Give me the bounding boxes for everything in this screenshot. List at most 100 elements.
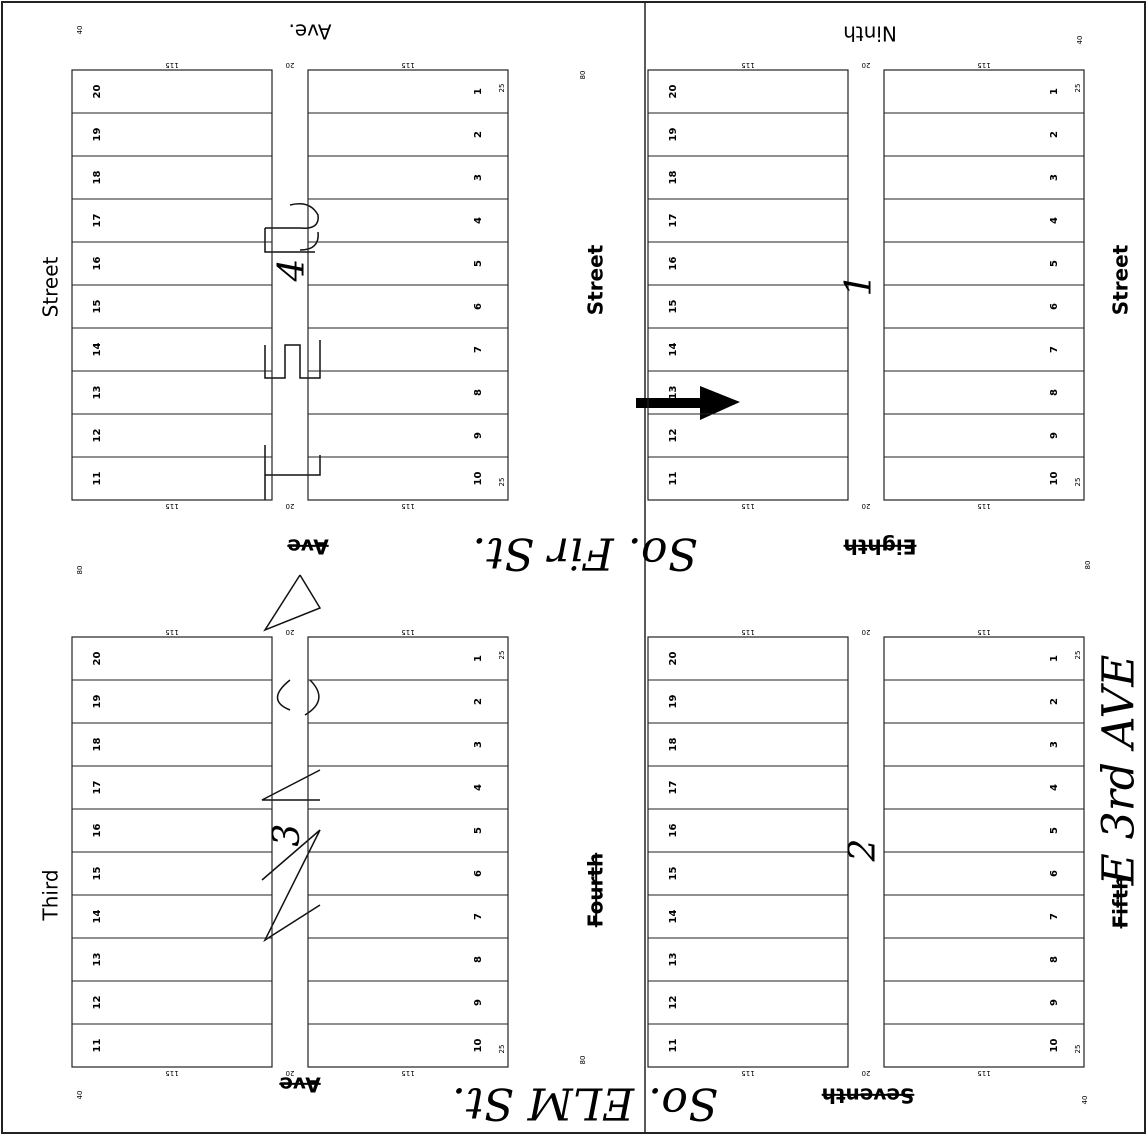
block-number: 3 (267, 824, 308, 847)
lot-number: 1 (473, 88, 484, 95)
dimension: 115 (977, 1069, 990, 1077)
handwritten-street: So. ELM St. (452, 1078, 718, 1129)
arrow (636, 386, 740, 420)
lot-number: 4 (1049, 784, 1060, 791)
dimension: 115 (165, 61, 178, 69)
street-label: Third (39, 869, 63, 921)
lot-number: 3 (1049, 741, 1060, 748)
lot-number: 6 (473, 303, 484, 310)
lot-number: 20 (92, 85, 103, 99)
dimension: 20 (862, 61, 871, 69)
street-label: Street (39, 256, 63, 317)
dimension: 80 (579, 71, 587, 80)
dimension: 20 (286, 502, 295, 510)
dimension: 115 (741, 61, 754, 69)
lot-number: 10 (1049, 472, 1060, 486)
lot-number: 12 (92, 996, 103, 1010)
lot-number: 16 (92, 824, 103, 838)
block-number: 1 (839, 274, 880, 297)
street-label: Fifth (1109, 875, 1133, 928)
lot-number: 8 (1049, 389, 1060, 396)
lot-number: 6 (1049, 870, 1060, 877)
lot-number: 14 (92, 910, 103, 924)
lot-number: 11 (668, 472, 679, 486)
block-number: 4 (272, 259, 313, 283)
dimension: 20 (286, 1069, 295, 1077)
dimension: 25 (1074, 1045, 1082, 1054)
dimension: 80 (1084, 561, 1092, 570)
dimension: 80 (579, 1056, 587, 1065)
lot-number: 19 (92, 128, 103, 142)
dimension: 115 (977, 61, 990, 69)
handwritten-street: E 3rd AVE (1094, 655, 1145, 887)
dimension: 80 (76, 566, 84, 575)
lot-number: 11 (668, 1039, 679, 1053)
lot-number: 3 (473, 174, 484, 181)
dimension: 115 (401, 628, 414, 636)
lot-number: 12 (668, 996, 679, 1010)
lot-number: 1 (473, 655, 484, 662)
lot-number: 18 (92, 171, 103, 185)
dimension: 115 (741, 628, 754, 636)
dimension: 40 (76, 26, 84, 35)
dimension: 25 (498, 478, 506, 487)
dimension: 115 (977, 628, 990, 636)
dimension: 40 (76, 1091, 84, 1100)
lot-number: 17 (668, 214, 679, 228)
lot-number: 20 (92, 652, 103, 666)
hand-marks (261, 574, 322, 943)
lot-number: 13 (92, 386, 103, 400)
lot-number: 9 (1049, 999, 1060, 1006)
dimension: 20 (862, 1069, 871, 1077)
dimension: 115 (165, 1069, 178, 1077)
dimension: 115 (401, 61, 414, 69)
lot-number: 7 (473, 913, 484, 920)
lot-number: 15 (92, 867, 103, 881)
lot-number: 15 (668, 300, 679, 314)
lot-number: 7 (473, 346, 484, 353)
lot-number: 14 (668, 910, 679, 924)
lot-number: 16 (92, 257, 103, 271)
lot-number: 9 (473, 432, 484, 439)
block-number: 2 (843, 839, 884, 863)
lot-number: 12 (92, 429, 103, 443)
dimension: 20 (286, 628, 295, 636)
handwritten-street: So. Fir St. (472, 528, 697, 579)
lot-number: 7 (1049, 346, 1060, 353)
dimension: 115 (165, 628, 178, 636)
dimension: 25 (498, 651, 506, 660)
lot-number: 5 (1049, 260, 1060, 267)
lot-number: 8 (473, 389, 484, 396)
street-label: Fourth (584, 853, 608, 928)
lot-number: 14 (668, 343, 679, 357)
dimension: 25 (1074, 84, 1082, 93)
lot-number: 9 (473, 999, 484, 1006)
lot-number: 2 (1049, 131, 1060, 138)
street-label: Ave. (288, 20, 331, 44)
dimension: 25 (498, 84, 506, 93)
lot-number: 5 (473, 260, 484, 267)
lot-number: 9 (1049, 432, 1060, 439)
lot-number: 15 (668, 867, 679, 881)
lot-number: 16 (668, 824, 679, 838)
dimension: 115 (165, 502, 178, 510)
lot-number: 10 (473, 1039, 484, 1053)
dimension: 115 (741, 1069, 754, 1077)
lot-number: 13 (668, 953, 679, 967)
lot-number: 8 (1049, 956, 1060, 963)
dimension: 115 (741, 502, 754, 510)
lot-number: 20 (668, 85, 679, 99)
lot-number: 2 (473, 131, 484, 138)
lot-number: 19 (668, 128, 679, 142)
lot-number: 19 (668, 695, 679, 709)
lot-number: 15 (92, 300, 103, 314)
lot-number: 4 (473, 217, 484, 224)
hand-marks (264, 340, 321, 500)
dimension: 20 (862, 502, 871, 510)
lot-number: 5 (1049, 827, 1060, 834)
lot-number: 11 (92, 472, 103, 486)
dimension: 20 (862, 628, 871, 636)
lot-number: 18 (668, 171, 679, 185)
lot-number: 7 (1049, 913, 1060, 920)
